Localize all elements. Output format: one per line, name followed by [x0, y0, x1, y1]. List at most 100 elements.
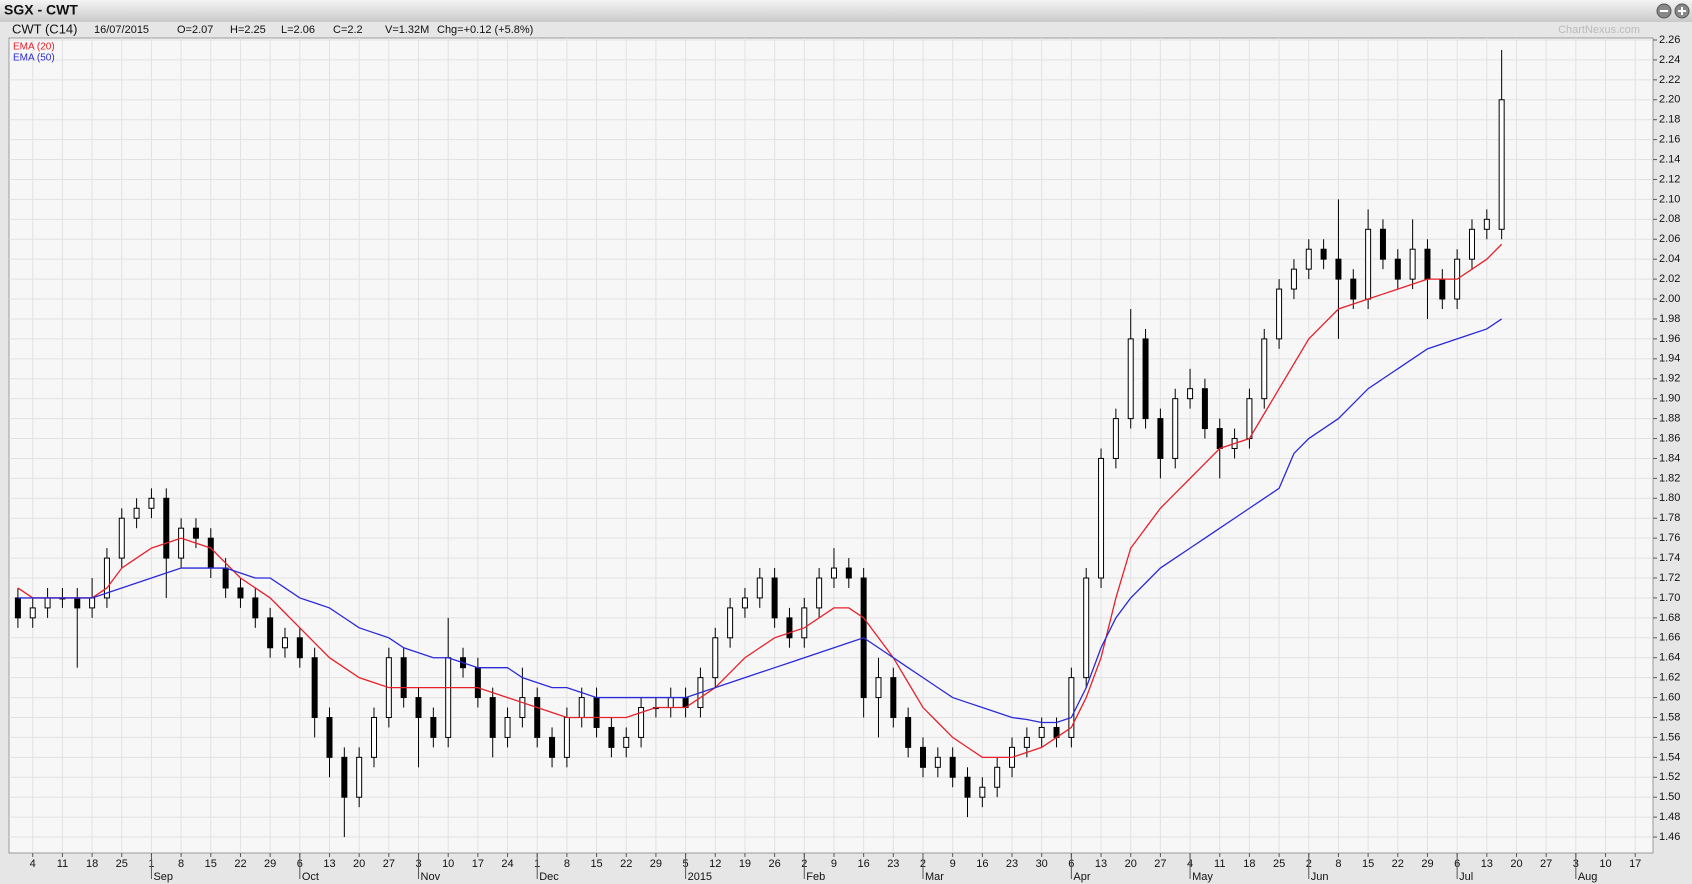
candle-body: [1424, 248, 1431, 280]
y-tick-label: 1.50: [1659, 791, 1680, 803]
y-tick-label: 2.04: [1659, 253, 1680, 265]
month-label: Jun: [1311, 871, 1329, 883]
candle-body: [549, 736, 556, 758]
x-tick-label: 15: [1362, 858, 1374, 870]
y-tick-label: 1.54: [1659, 751, 1680, 763]
volume-info: V=1.32M: [385, 24, 429, 36]
candle-body: [103, 557, 110, 599]
ema-line: [17, 318, 1503, 724]
month-label: Aug: [1578, 871, 1598, 883]
month-label: Feb: [806, 871, 825, 883]
x-tick-label: 9: [950, 858, 956, 870]
candle-body: [1335, 258, 1342, 280]
x-tick-label: 10: [442, 858, 454, 870]
candle-body: [178, 527, 185, 559]
x-tick-label: 22: [234, 858, 246, 870]
x-tick-label: 20: [1125, 858, 1137, 870]
x-tick-label: 13: [1095, 858, 1107, 870]
candle-body: [816, 577, 823, 609]
candle-body: [504, 716, 511, 738]
x-tick-label: 8: [1335, 858, 1341, 870]
y-tick-label: 1.98: [1659, 313, 1680, 325]
candle-body: [919, 746, 926, 768]
candle-body: [519, 697, 526, 718]
x-tick-label: 8: [564, 858, 570, 870]
candle-body: [593, 697, 600, 728]
candle-body: [1112, 418, 1119, 459]
y-tick-label: 1.74: [1659, 552, 1680, 564]
month-label: Dec: [539, 871, 559, 883]
x-tick-label: 17: [472, 858, 484, 870]
candle-body: [267, 617, 274, 649]
candle-body: [801, 607, 808, 639]
candle-body: [1246, 398, 1253, 440]
candle-body: [979, 786, 986, 798]
x-tick-label: 27: [383, 858, 395, 870]
x-tick-label: 11: [57, 858, 68, 870]
candle-body: [237, 587, 244, 599]
x-tick-label: 16: [858, 858, 870, 870]
candle-body: [741, 597, 748, 609]
y-tick-label: 1.94: [1659, 353, 1680, 365]
y-tick-label: 1.68: [1659, 612, 1680, 624]
candle-body: [1379, 228, 1386, 260]
candle-body: [1305, 248, 1312, 270]
candle-body: [1157, 418, 1164, 459]
candle-body: [281, 637, 288, 649]
candle-body: [1083, 577, 1090, 679]
open-info: O=2.07: [177, 24, 213, 36]
candle-body: [771, 577, 778, 619]
candle-body: [356, 756, 363, 798]
close-info: C=2.2: [333, 24, 363, 36]
x-tick-label: 13: [1481, 858, 1493, 870]
x-tick-label: 22: [1392, 858, 1404, 870]
candle-body: [1320, 248, 1327, 260]
candle-body: [1394, 258, 1401, 280]
month-label: Sep: [153, 871, 173, 883]
x-tick-label: 15: [590, 858, 602, 870]
zoom-out-icon: [1660, 10, 1668, 12]
candle-body: [29, 607, 36, 619]
y-tick-label: 1.80: [1659, 492, 1680, 504]
candle-body: [296, 637, 303, 659]
x-tick-label: 18: [1243, 858, 1255, 870]
y-tick-label: 1.88: [1659, 413, 1680, 425]
y-tick-label: 1.46: [1659, 831, 1680, 843]
candle-body: [148, 497, 155, 509]
y-tick-label: 2.26: [1659, 34, 1680, 46]
x-tick-label: 20: [1510, 858, 1522, 870]
candle-body: [786, 617, 793, 639]
candle-body: [1187, 388, 1194, 400]
y-tick-label: 1.60: [1659, 691, 1680, 703]
candle-body: [563, 716, 570, 758]
y-tick-label: 2.22: [1659, 74, 1680, 86]
candle-body: [712, 637, 719, 679]
y-tick-label: 2.12: [1659, 173, 1680, 185]
candle-body: [74, 597, 81, 609]
candle-body: [1498, 99, 1505, 230]
candle-body: [311, 657, 318, 718]
candle-body: [341, 756, 348, 798]
candle-body: [1468, 228, 1475, 260]
candle-body: [430, 716, 437, 738]
candle-body: [1276, 288, 1283, 340]
candle-body: [489, 697, 496, 738]
x-tick-label: 16: [976, 858, 988, 870]
legend-entry: EMA (20): [13, 42, 55, 53]
x-tick-label: 9: [831, 858, 837, 870]
y-tick-label: 1.76: [1659, 532, 1680, 544]
y-tick-label: 1.82: [1659, 472, 1680, 484]
candle-body: [830, 567, 837, 579]
y-tick-label: 1.66: [1659, 632, 1680, 644]
candle-body: [1098, 457, 1105, 579]
candle-body: [89, 597, 96, 609]
candle-body: [667, 697, 674, 709]
month-label: Apr: [1073, 871, 1090, 883]
x-tick-label: 23: [1006, 858, 1018, 870]
y-tick-label: 2.08: [1659, 213, 1680, 225]
x-tick-label: 17: [1629, 858, 1641, 870]
x-tick-label: 26: [768, 858, 780, 870]
low-info: L=2.06: [281, 24, 315, 36]
candle-body: [1350, 278, 1357, 300]
